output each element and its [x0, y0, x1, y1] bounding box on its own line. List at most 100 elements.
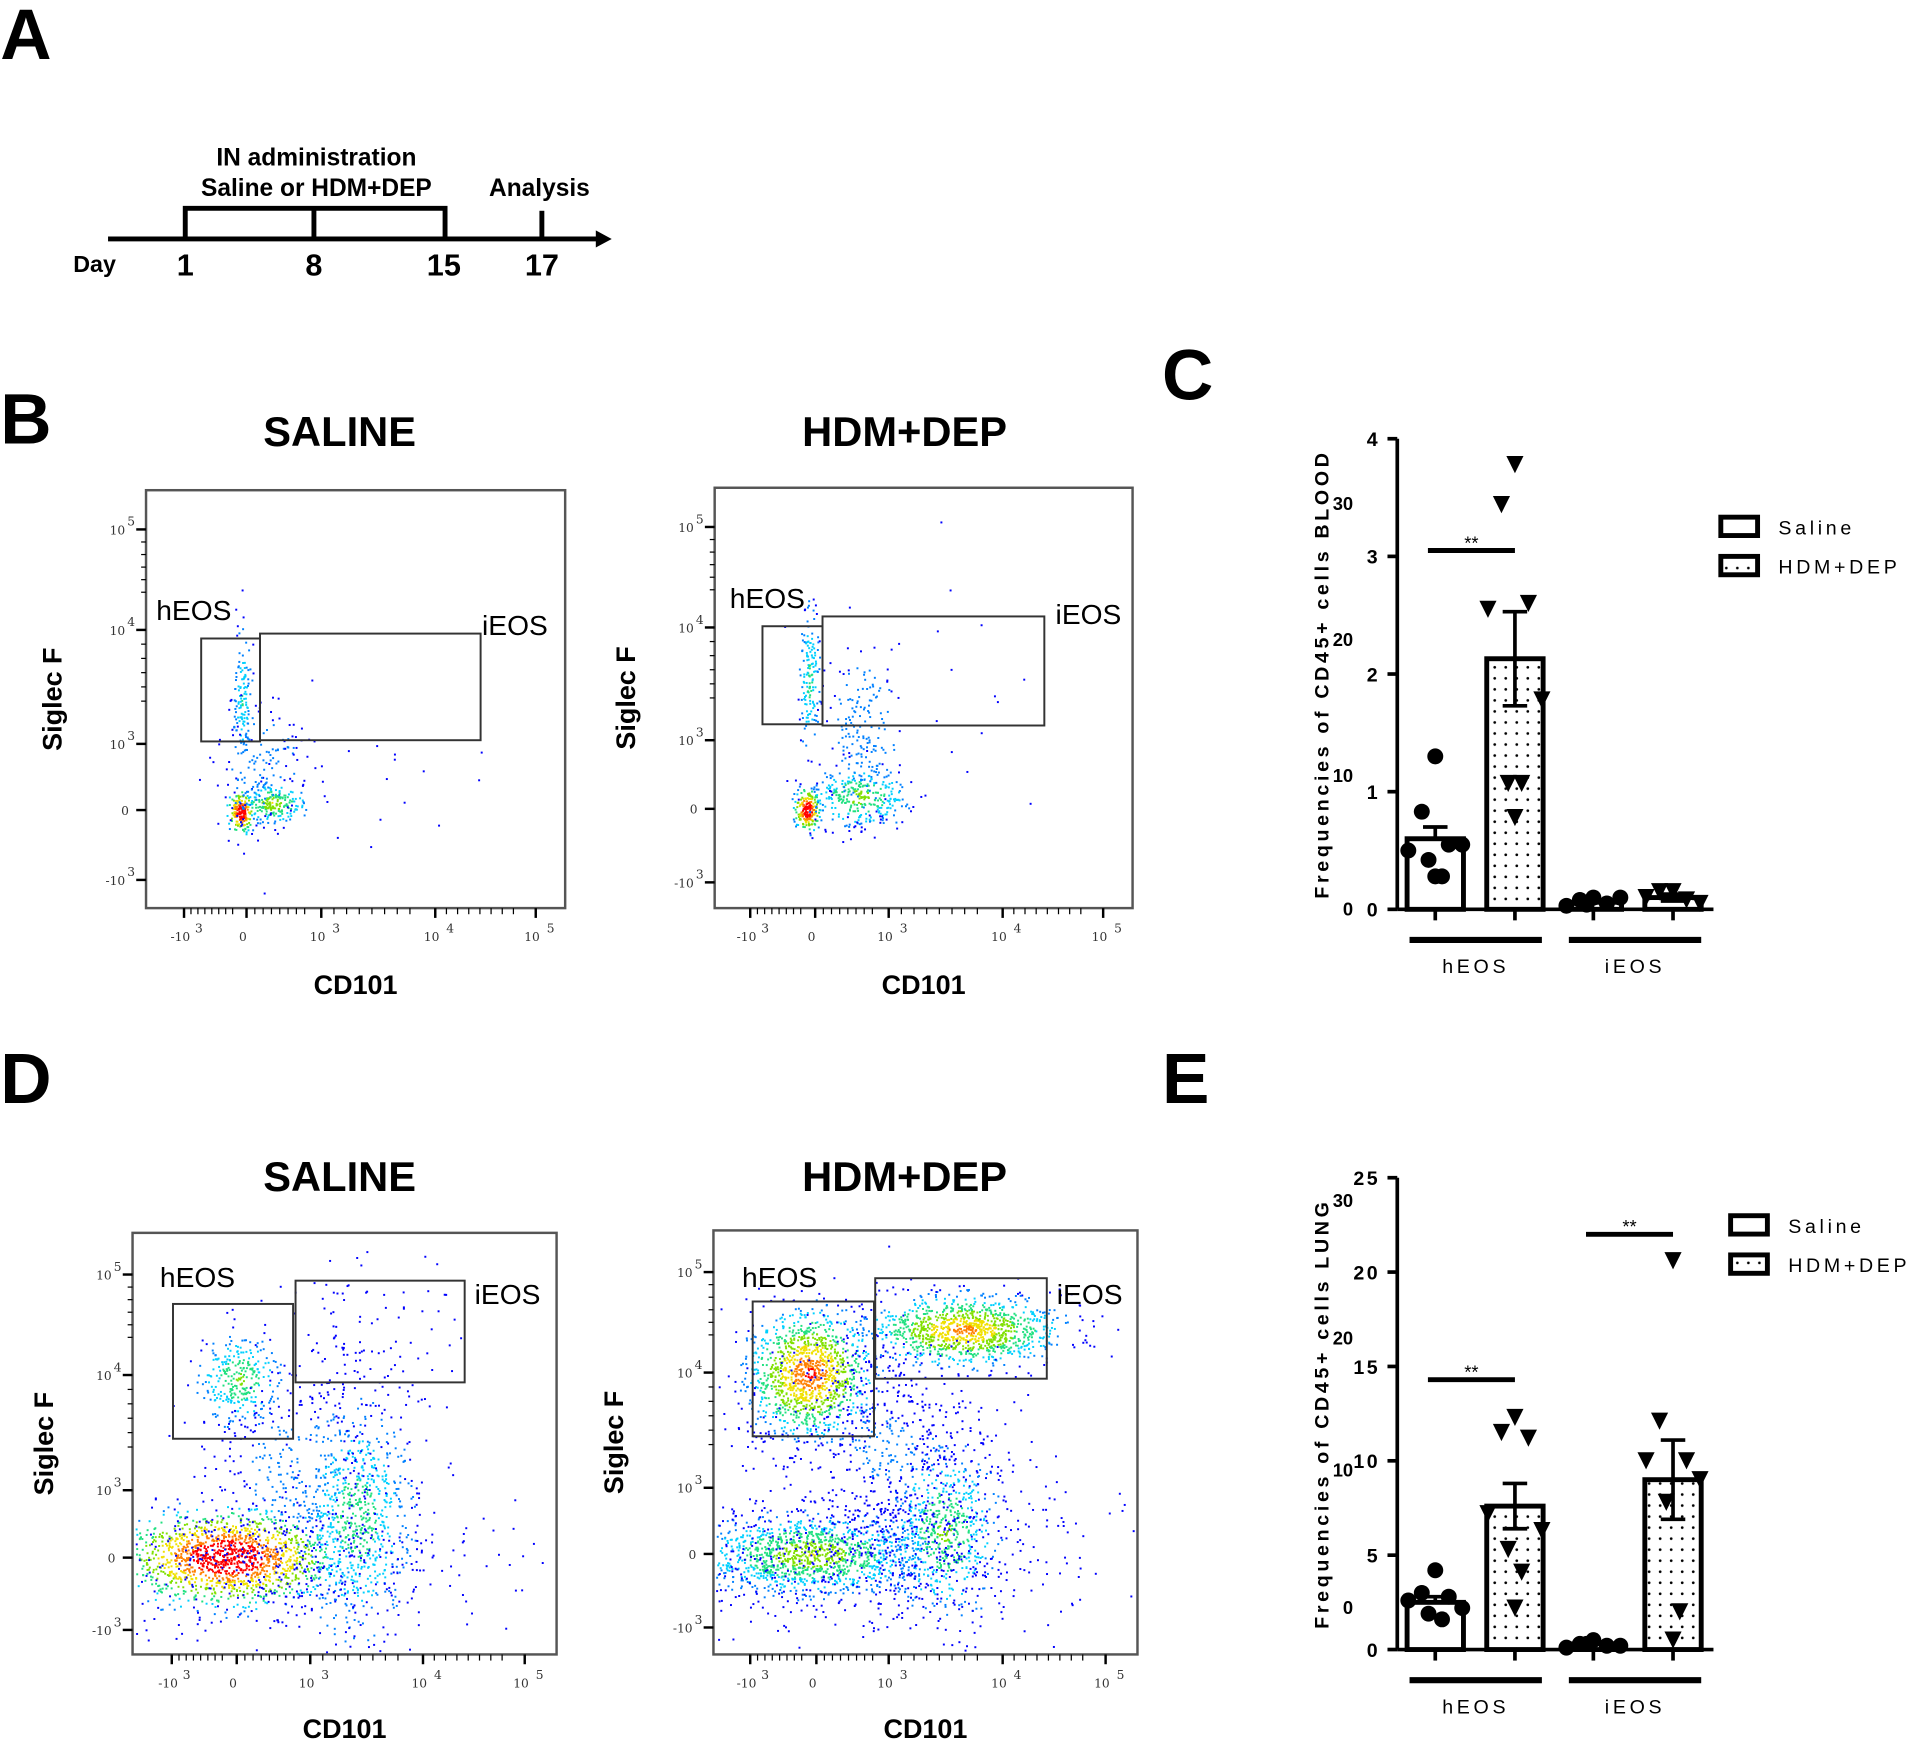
event-dot: [293, 1526, 296, 1529]
event-dot: [245, 1573, 248, 1576]
event-dot: [361, 1523, 364, 1526]
event-dot: [270, 1352, 273, 1355]
event-dot: [243, 1339, 246, 1342]
event-dot: [229, 1553, 232, 1556]
event-dot: [321, 1524, 324, 1527]
event-dot: [302, 1540, 305, 1543]
event-dot: [256, 785, 259, 788]
event-dot: [261, 1569, 264, 1572]
event-dot: [229, 1399, 232, 1402]
event-dot: [286, 812, 289, 814]
event-dot: [244, 734, 247, 737]
event-dot: [382, 1521, 385, 1524]
event-dot: [369, 1404, 372, 1407]
event-dot: [227, 1548, 230, 1551]
event-dot: [232, 1491, 235, 1494]
event-dot: [801, 796, 804, 799]
event-dot: [344, 1602, 347, 1605]
event-dot: [248, 821, 251, 824]
event-dot: [330, 1563, 333, 1566]
event-dot: [376, 1581, 379, 1584]
event-dot: [240, 694, 243, 697]
event-dot: [318, 1570, 321, 1573]
event-dot: [276, 1366, 279, 1369]
event-dot: [256, 1525, 259, 1528]
event-dot: [256, 1571, 259, 1574]
event-dot: [235, 820, 238, 823]
event-dot: [402, 1307, 405, 1310]
event-dot: [301, 1529, 304, 1532]
event-dot: [853, 790, 856, 793]
event-dot: [870, 699, 873, 702]
event-dot: [212, 761, 215, 764]
event-dot: [364, 1415, 367, 1418]
event-dot: [808, 682, 811, 685]
event-dot: [353, 1387, 356, 1390]
event-dot: [243, 814, 246, 817]
event-dot: [346, 1429, 349, 1432]
event-dot: [236, 824, 239, 827]
event-dot: [812, 813, 815, 816]
event-dot: [272, 724, 275, 727]
event-dot: [161, 1556, 164, 1559]
event-dot: [884, 784, 887, 787]
event-dot: [267, 751, 270, 754]
event-dot: [820, 701, 823, 704]
event-dot: [157, 1585, 160, 1588]
event-dot: [856, 762, 859, 765]
event-dot: [244, 686, 247, 689]
event-dot: [315, 1594, 318, 1597]
event-dot: [253, 1557, 256, 1560]
event-dot: [183, 1523, 186, 1526]
event-dot: [358, 1549, 361, 1552]
event-dot: [244, 690, 247, 693]
event-dot: [370, 1534, 373, 1537]
event-dot: [331, 1513, 334, 1516]
event-dot: [804, 695, 806, 698]
event-dot: [225, 1344, 228, 1347]
event-dot: [336, 836, 339, 839]
event-dot: [850, 786, 853, 789]
event-dot: [271, 1499, 274, 1502]
event-dot: [814, 818, 817, 821]
panel-letter-b: B: [0, 381, 51, 460]
event-dot: [208, 1587, 211, 1590]
event-dot: [318, 1392, 321, 1395]
event-dot: [153, 1590, 156, 1593]
event-dot: [350, 1439, 353, 1442]
event-dot: [360, 1264, 363, 1267]
event-dot: [798, 785, 801, 788]
event-dot: [232, 1570, 235, 1573]
event-dot: [238, 1419, 241, 1422]
event-dot: [174, 1559, 177, 1562]
event-dot: [269, 788, 272, 790]
event-dot: [247, 806, 250, 809]
event-dot: [187, 1549, 190, 1552]
event-dot: [844, 1365, 847, 1368]
event-dot: [374, 1583, 377, 1586]
event-dot: [421, 1310, 424, 1313]
event-dot: [178, 1533, 181, 1536]
event-dot: [381, 1509, 384, 1512]
event-dot: [376, 1318, 379, 1321]
event-dot: [290, 1542, 293, 1545]
event-dot: [235, 1378, 238, 1381]
event-dot: [254, 1344, 257, 1347]
event-dot: [321, 1606, 324, 1609]
event-dot: [364, 1484, 367, 1487]
day-8: 8: [305, 249, 322, 283]
event-dot: [269, 1590, 272, 1593]
event-dot: [246, 706, 249, 709]
event-dot: [471, 1612, 474, 1615]
event-dot: [412, 1588, 415, 1591]
event-dot: [283, 1541, 286, 1544]
event-dot: [204, 1574, 207, 1577]
event-dot: [241, 821, 244, 824]
event-dot: [299, 1515, 302, 1518]
x-tick-exponent: 4: [434, 1668, 442, 1682]
event-dot: [247, 684, 249, 687]
event-dot: [830, 798, 833, 801]
event-dot: [241, 1514, 244, 1517]
event-dot: [309, 1594, 312, 1596]
event-dot: [813, 733, 816, 736]
